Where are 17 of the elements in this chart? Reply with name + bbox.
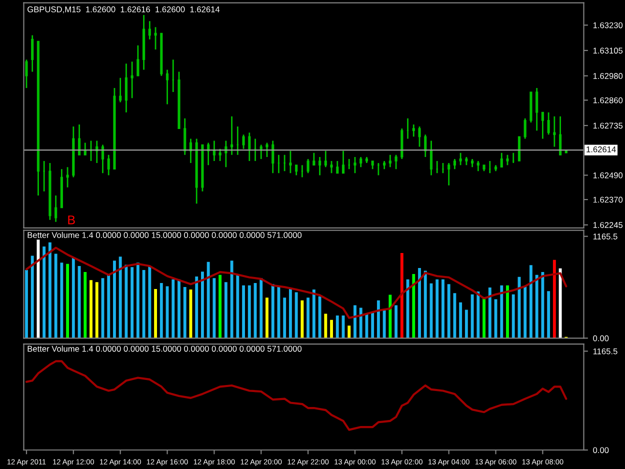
y-tick-label: 1.62245 (593, 222, 623, 228)
y-tick-label: 1165.5 (593, 348, 618, 354)
y-tick-label: 1165.5 (593, 234, 618, 240)
chart-title: GBPUSD,M15 1.62600 1.62616 1.62600 1.62614 (28, 6, 220, 14)
y-tick-label: 1.62490 (593, 172, 623, 178)
y-tick-label: 1.62980 (593, 73, 623, 79)
y-tick-label: 1.63230 (593, 22, 623, 28)
annotation: B (68, 216, 75, 224)
y-tick-label: 1.63105 (593, 48, 623, 54)
y-tick-label: 0.00 (593, 447, 609, 454)
ref-line-label: 1.62614 (586, 146, 616, 152)
y-tick-label: 1.62370 (593, 196, 623, 203)
chart-title: Better Volume 1.4 0.0000 0.0000 15.0000 0.0000 0.0000 0.0000 571.0000 (28, 232, 302, 238)
y-tick-label: 0.00 (593, 335, 609, 342)
y-tick-label: 1.62860 (593, 97, 623, 104)
chart-title: Better Volume 1.4 0.0000 0.0000 15.0000 0.0000 0.0000 0.0000 571.0000 (28, 346, 302, 352)
y-tick-label: 1.62735 (593, 122, 623, 129)
